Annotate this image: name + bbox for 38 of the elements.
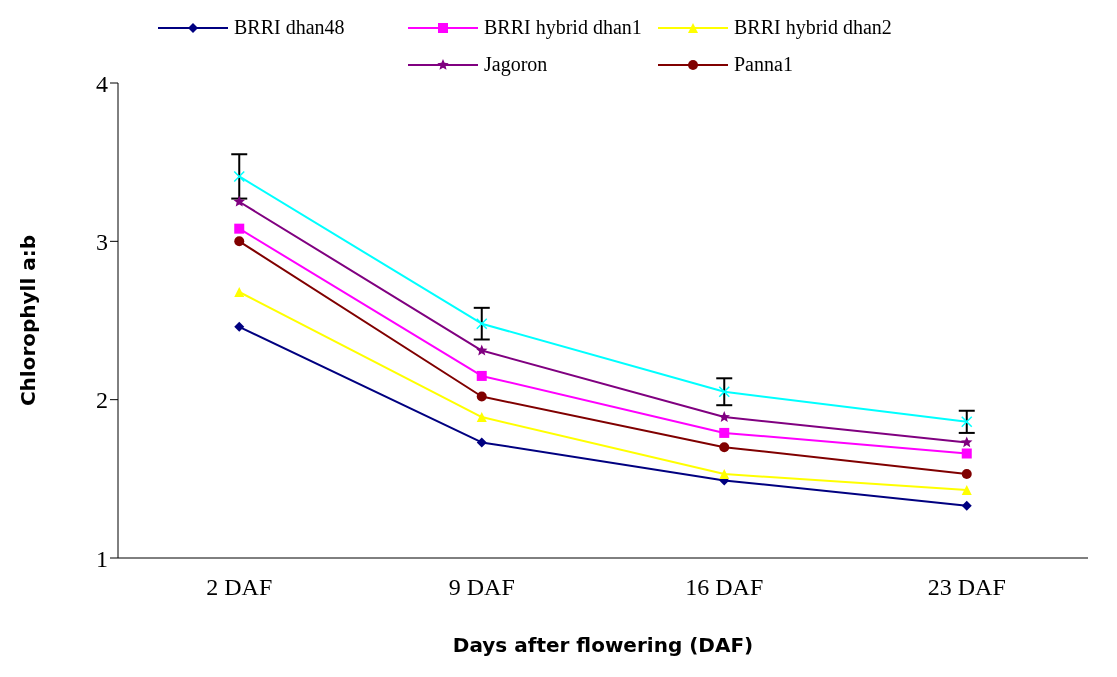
legend-label: Jagoron [484,53,548,76]
point [476,391,487,402]
point [961,448,972,459]
legend-label: BRRI hybrid dhan2 [734,16,892,39]
y-tick-label: 1 [96,545,108,572]
point [961,469,972,480]
y-axis-title: Chlorophyll a:b [16,234,41,407]
x-tick-label: 9 DAF [448,574,515,601]
point [961,436,973,448]
point [476,344,488,356]
legend-label: Panna1 [734,53,793,76]
point [476,370,487,381]
point [476,317,488,330]
point [961,500,972,511]
x-tick-label: 2 DAF [206,574,273,601]
point [719,469,730,480]
point [234,287,245,297]
y-tick-label: 2 [96,387,108,414]
legend-label: BRRI dhan48 [234,16,345,39]
x-tick-label: 23 DAF [927,574,1006,601]
y-tick-label: 4 [96,70,108,97]
point [234,321,245,332]
x-tick-label: 16 DAF [685,574,764,601]
point [718,386,730,398]
y-tick-label: 3 [96,228,108,255]
point [961,416,973,428]
point [961,484,972,495]
x-axis-title: Days after flowering (DAF) [452,633,754,658]
point [476,437,487,448]
point [233,195,245,207]
point [233,170,245,183]
point [719,427,730,438]
point [234,223,245,234]
point [476,412,487,423]
legend-label: BRRI hybrid dhan1 [484,16,642,39]
point [718,411,730,422]
point [719,442,730,453]
point [234,236,245,247]
